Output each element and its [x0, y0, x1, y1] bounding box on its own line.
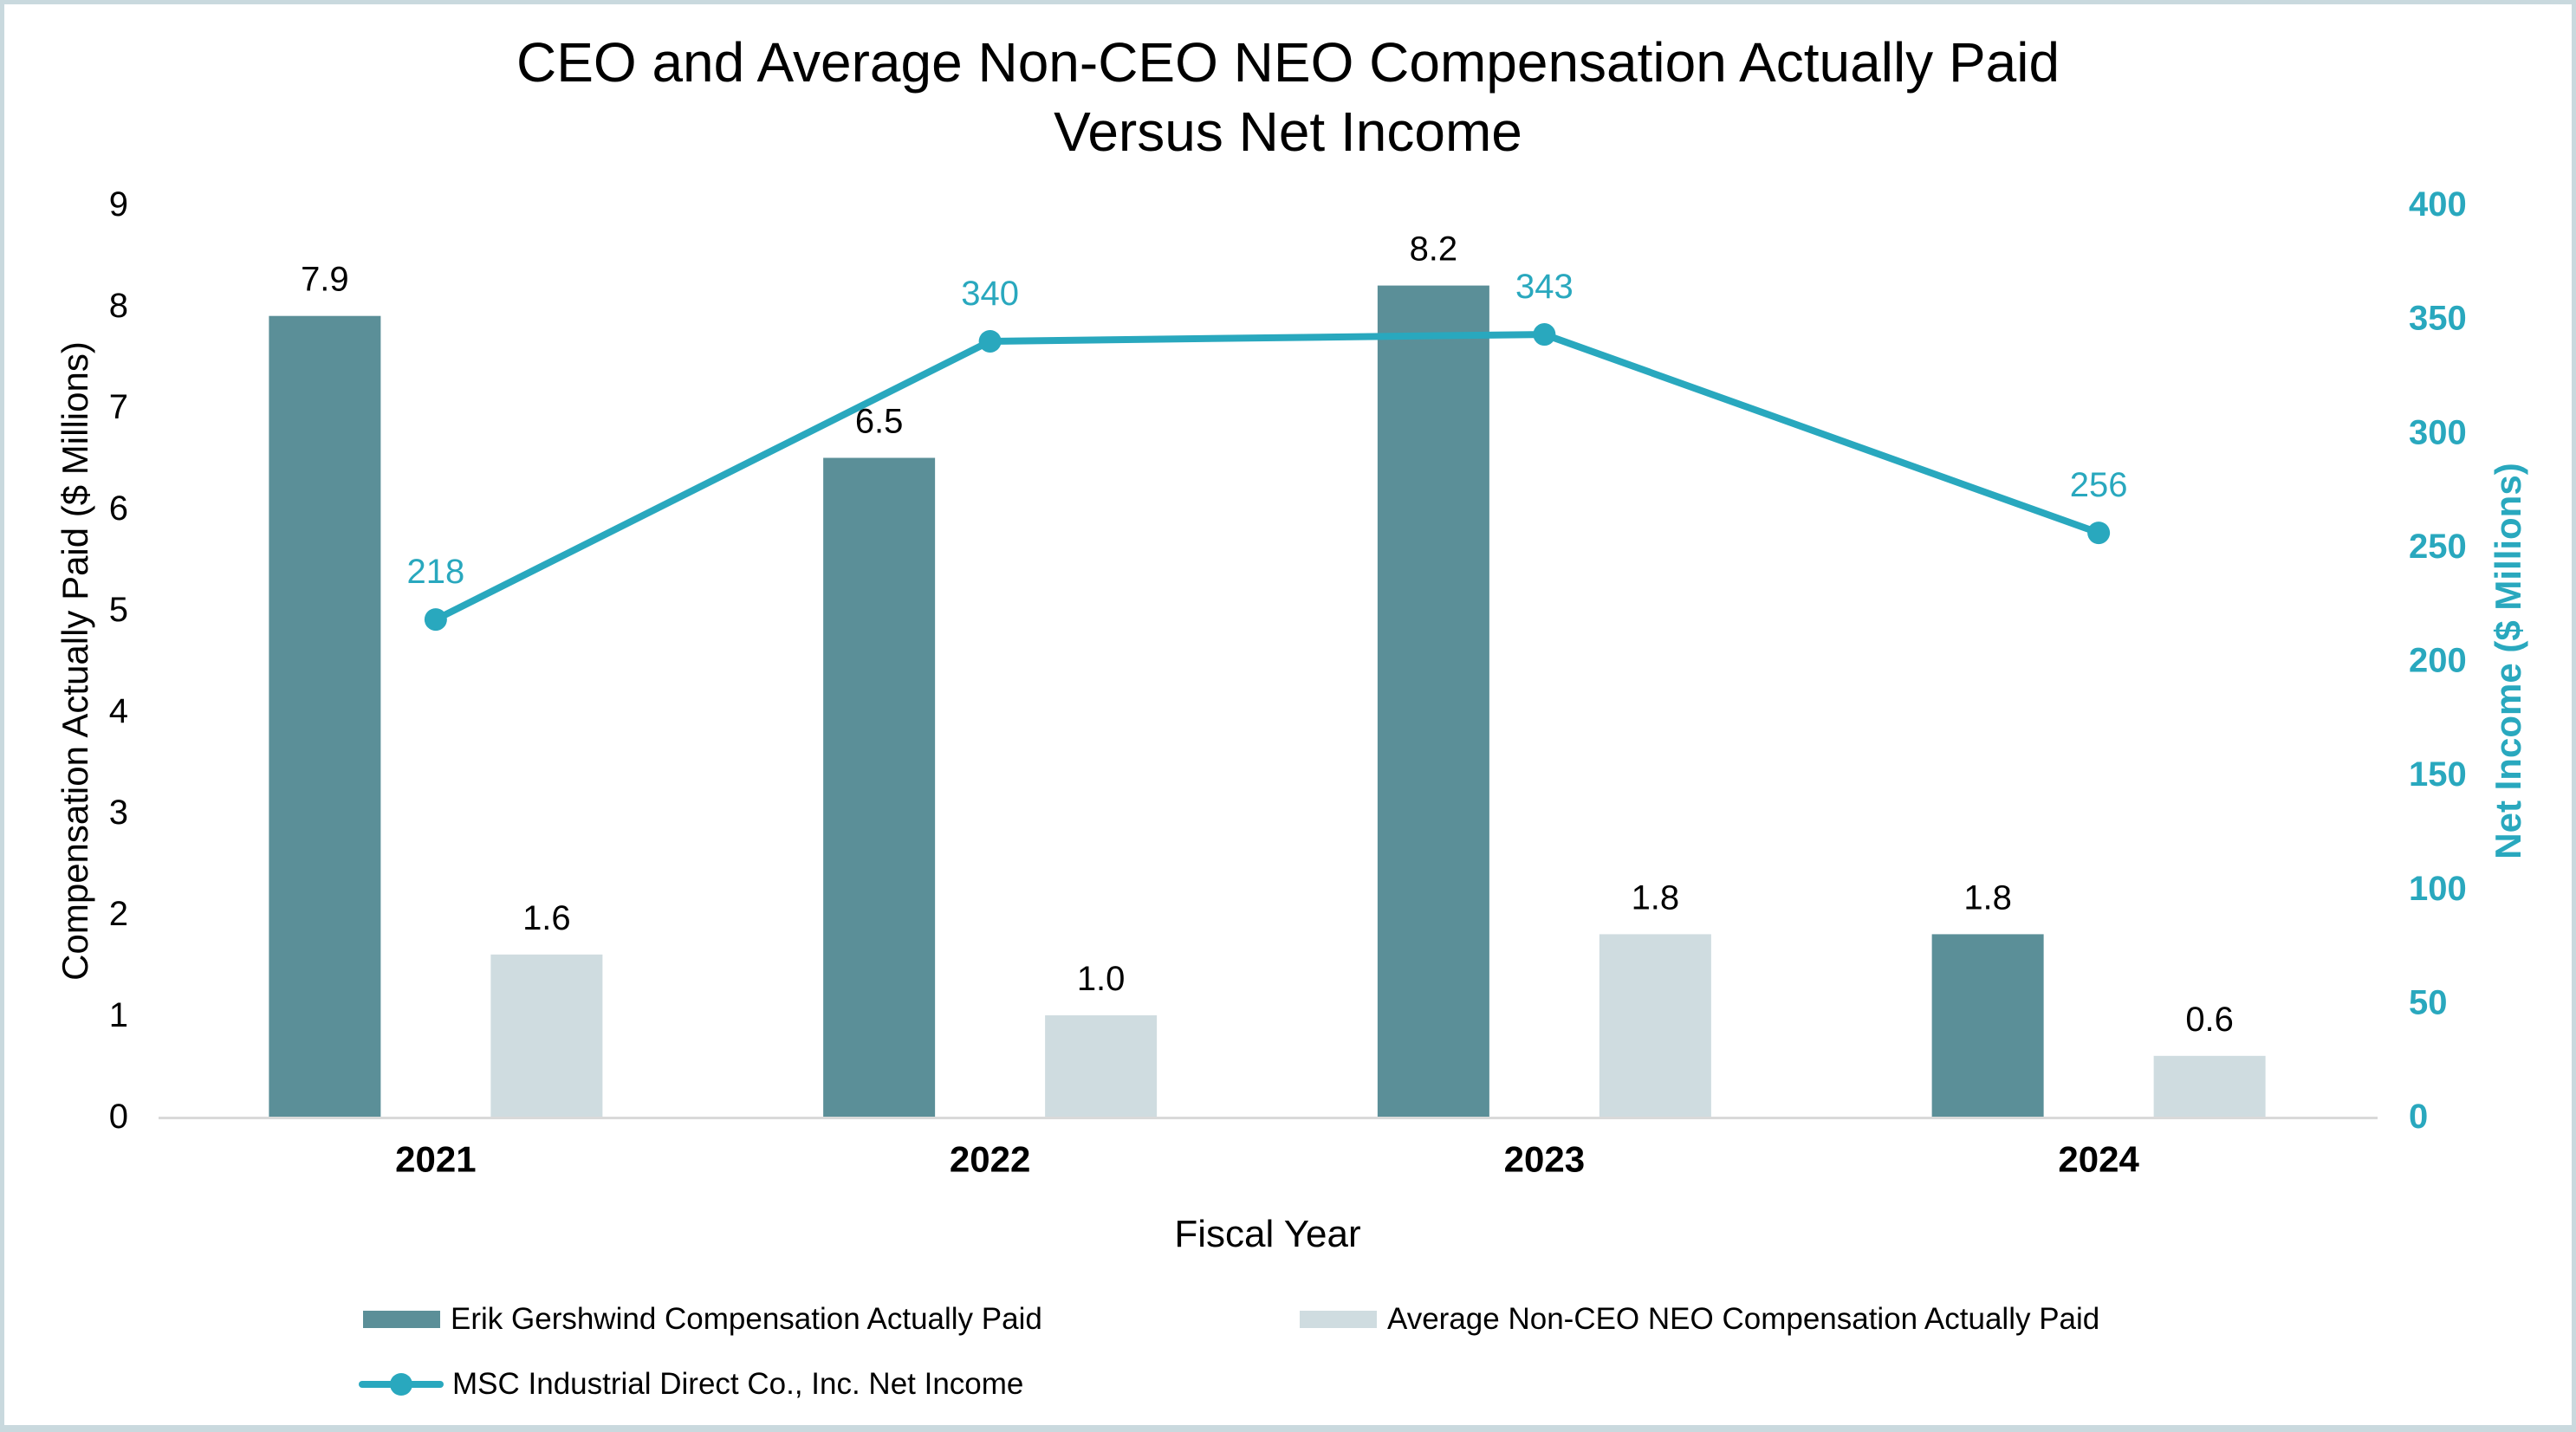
bar-data-label: 8.2 — [1410, 230, 1458, 269]
chart-title: CEO and Average Non-CEO NEO Compensation… — [0, 28, 2576, 166]
right-axis-tick-label: 100 — [2409, 870, 2467, 908]
left-axis-tick-label: 5 — [109, 591, 128, 629]
left-axis-tick-label: 8 — [109, 287, 128, 325]
bar-data-label: 1.8 — [1963, 878, 2012, 917]
bar-neo-2022 — [1045, 1015, 1158, 1117]
legend-dot-icon — [390, 1373, 412, 1396]
chart-title-line1: CEO and Average Non-CEO NEO Compensation… — [516, 31, 2060, 94]
x-axis-tick-label: 2022 — [950, 1139, 1030, 1180]
left-axis-tick-label: 1 — [109, 996, 128, 1034]
line-data-label: 343 — [1515, 268, 1574, 306]
right-axis-title: Net Income ($ Millions) — [2488, 463, 2528, 859]
bar-ceo-2023 — [1377, 285, 1489, 1118]
bar-neo-2023 — [1599, 934, 1711, 1117]
right-axis-tick-label: 400 — [2409, 185, 2467, 224]
bar-ceo-2024 — [1931, 934, 2044, 1117]
bar-neo-2024 — [2153, 1055, 2266, 1117]
left-axis-tick-label: 4 — [109, 692, 128, 730]
line-data-label: 218 — [407, 553, 465, 591]
legend-swatch-net-income-line — [359, 1372, 444, 1396]
right-axis-tick-label: 150 — [2409, 755, 2467, 794]
net-income-line — [431, 331, 2103, 624]
legend-swatch-neo-bar — [1300, 1311, 1377, 1328]
bar-data-label: 1.0 — [1077, 960, 1126, 998]
chart-title-line2: Versus Net Income — [1054, 100, 1522, 163]
line-data-label: 256 — [2070, 466, 2128, 504]
legend-entry-ceo: Erik Gershwind Compensation Actually Pai… — [363, 1302, 1042, 1337]
legend-label-ceo: Erik Gershwind Compensation Actually Pai… — [451, 1302, 1042, 1336]
left-axis-tick-label: 9 — [109, 185, 128, 224]
left-axis-tick-label: 6 — [109, 489, 128, 528]
bar-ceo-2022 — [823, 457, 936, 1117]
x-axis-title: Fiscal Year — [1174, 1213, 1361, 1255]
bar-ceo-2021 — [269, 315, 381, 1117]
right-axis-tick-label: 300 — [2409, 413, 2467, 451]
bar-neo-2021 — [490, 954, 603, 1117]
legend-entry-net-income: MSC Industrial Direct Co., Inc. Net Inco… — [359, 1367, 1023, 1402]
left-axis-tick-label: 2 — [109, 895, 128, 933]
legend-entry-neo: Average Non-CEO NEO Compensation Actuall… — [1300, 1302, 2099, 1337]
right-axis-tick-label: 200 — [2409, 642, 2467, 680]
bar-data-label: 0.6 — [2185, 1001, 2234, 1039]
left-axis-tick-label: 0 — [109, 1098, 128, 1136]
bar-data-label: 7.9 — [301, 261, 349, 299]
legend-label-net-income: MSC Industrial Direct Co., Inc. Net Inco… — [452, 1367, 1024, 1401]
legend-swatch-ceo-bar — [363, 1311, 440, 1328]
left-axis-tick-label: 7 — [109, 388, 128, 426]
line-marker — [424, 608, 447, 632]
bar-data-label: 1.6 — [522, 899, 571, 937]
x-axis-tick-label: 2024 — [2058, 1139, 2139, 1180]
line-marker — [1533, 323, 1556, 347]
bar-data-label: 1.8 — [1632, 878, 1680, 917]
right-axis-tick-label: 0 — [2409, 1098, 2428, 1136]
left-axis-title: Compensation Actually Paid ($ Millions) — [55, 341, 95, 981]
line-marker — [978, 329, 1002, 353]
right-axis-tick-label: 350 — [2409, 300, 2467, 338]
line-data-label: 340 — [961, 275, 1019, 313]
right-axis-tick-label: 250 — [2409, 528, 2467, 566]
left-axis-tick-label: 3 — [109, 794, 128, 832]
line-marker — [2087, 522, 2111, 545]
right-axis-tick-label: 50 — [2409, 983, 2448, 1021]
x-axis-tick-label: 2023 — [1504, 1139, 1585, 1180]
x-axis-tick-label: 2021 — [395, 1139, 476, 1180]
legend-label-neo: Average Non-CEO NEO Compensation Actuall… — [1387, 1302, 2100, 1336]
